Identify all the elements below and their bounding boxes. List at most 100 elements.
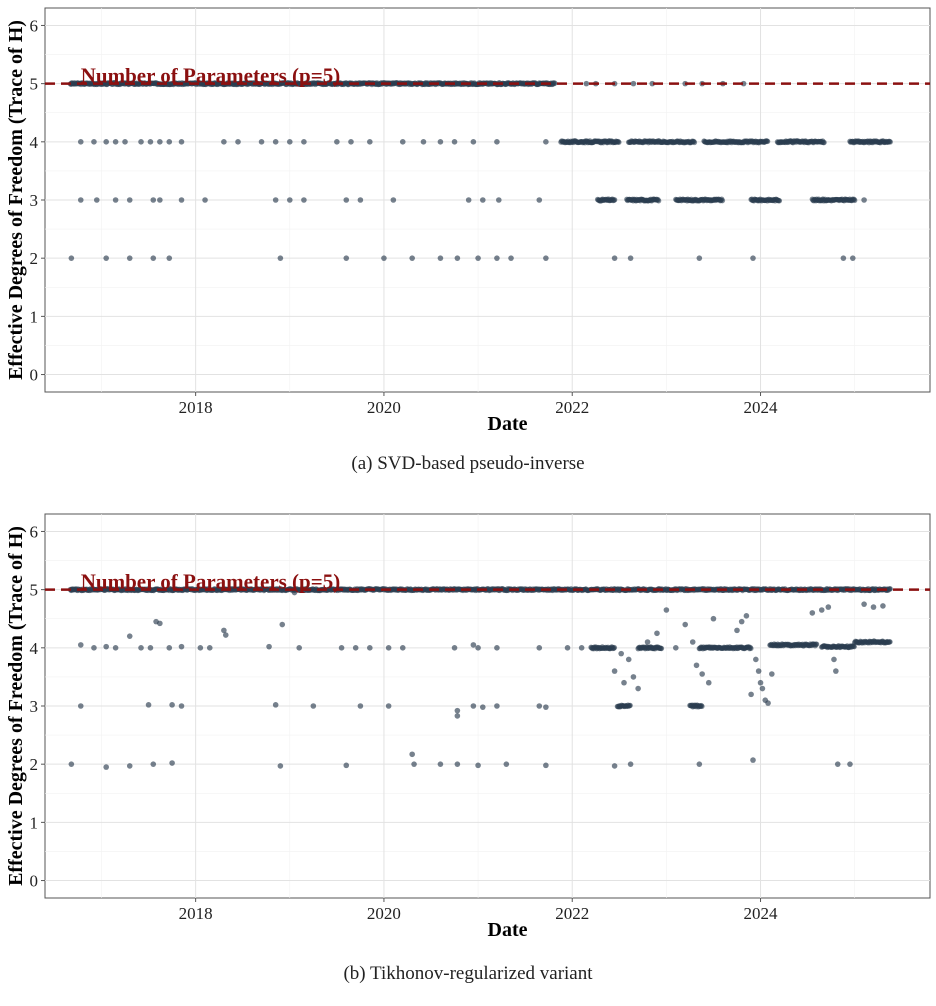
chart0-point [494, 255, 500, 261]
chart1-point [611, 763, 618, 769]
chart0-point [840, 255, 847, 261]
chart0-x-tick-label: 2018 [179, 398, 213, 417]
chart1-point [618, 650, 624, 657]
chart1-point [150, 761, 157, 767]
chart1-point [221, 627, 227, 634]
chart1-point [166, 645, 173, 651]
chart0-point [627, 255, 634, 261]
chart0-point [776, 198, 783, 204]
chart1-point [272, 702, 279, 708]
chart1-point [291, 589, 298, 596]
chart0-point [740, 80, 747, 87]
chart1-point [470, 703, 477, 709]
scatter-chart-b: 0 1 2 3 4 5 6 2018 2020 2022 2024 Number of Paramet… [5, 513, 931, 941]
chart0-point [861, 197, 867, 203]
chart1-point [475, 645, 481, 651]
chart1-point [658, 645, 665, 652]
chart0-point [147, 139, 154, 145]
chart1-point [206, 645, 213, 651]
chart0-y-tick-label: 0 [30, 366, 39, 385]
chart0-point [454, 255, 461, 261]
chart0-point [103, 139, 109, 145]
chart1-y-axis-title: Effective Degrees of Freedom (Trace of H… [5, 526, 27, 886]
chart0-point [202, 197, 208, 203]
chart0-point [91, 139, 97, 145]
chart0-point [272, 139, 279, 145]
chart1-point [753, 656, 759, 663]
chart0-point [437, 139, 444, 145]
chart1-reference-label: Number of Parameters (p=5) [81, 570, 340, 594]
chart1-point [169, 760, 175, 766]
chart1-point [699, 703, 705, 709]
chart1-point [147, 645, 154, 651]
chart1-point [880, 603, 886, 609]
chart0-point [221, 139, 227, 145]
chart0-point [301, 139, 307, 145]
chart0-point [655, 198, 662, 204]
chart0-point [465, 197, 472, 203]
chart1-point [611, 668, 618, 674]
chart1-point [765, 700, 771, 706]
chart0-point [390, 197, 397, 203]
chart1-x-axis-title: Date [488, 919, 528, 941]
chart1-point [738, 618, 745, 625]
chart0-point [112, 197, 119, 203]
chart0-point [77, 139, 84, 145]
chart1-point [68, 761, 75, 767]
chart1-point [818, 607, 825, 613]
chart1-point [494, 703, 500, 709]
chart1-point [338, 645, 345, 651]
chart0-point [122, 139, 128, 145]
chart0-point [334, 139, 340, 145]
chart1-point [696, 761, 703, 767]
chart0-point [475, 255, 481, 261]
caption-a: (a) SVD-based pseudo-inverse [351, 453, 585, 474]
chart1-point [536, 645, 543, 651]
chart1-point [734, 627, 740, 634]
chart1-point [682, 621, 689, 628]
chart1-point [454, 713, 461, 719]
chart1-point [887, 586, 893, 592]
chart1-point [578, 645, 585, 651]
chart0-point [851, 197, 858, 203]
chart0-point [166, 255, 173, 261]
chart1-point [310, 703, 317, 709]
chart1-point [831, 656, 837, 663]
chart0-x-axis-title: Date [488, 413, 528, 435]
chart0-point [68, 255, 75, 261]
chart0-point [357, 197, 364, 203]
chart1-point [145, 702, 152, 708]
chart1-point [757, 679, 764, 686]
chart1-point [654, 630, 660, 637]
chart0-point [543, 139, 549, 145]
chart1-point [454, 707, 461, 714]
chart1-y-tick-label: 6 [30, 522, 39, 541]
chart1-point [710, 615, 717, 622]
chart1-point [870, 604, 877, 610]
chart1-point [367, 645, 373, 651]
chart1-point [343, 762, 350, 769]
chart0-point [68, 80, 75, 87]
chart1-point [536, 703, 543, 709]
chart0-point [178, 197, 185, 203]
chart1-point [627, 761, 634, 767]
chart0-point [348, 139, 354, 145]
chart0-point [821, 139, 827, 146]
chart0-point [764, 138, 771, 145]
chart1-point [503, 761, 510, 767]
chart0-point [286, 197, 293, 203]
chart0-y-tick-label: 4 [30, 133, 39, 152]
chart0-y-tick-label: 2 [30, 249, 39, 268]
chart1-point [357, 703, 364, 709]
chart1-point [68, 586, 75, 593]
chart0-point [719, 197, 726, 204]
chart0-point [552, 80, 558, 86]
chart0-y-tick-label: 3 [30, 191, 39, 210]
caption-b: (b) Tikhonov-regularized variant [343, 963, 593, 984]
chart1-point [630, 674, 637, 680]
chart0-point [301, 197, 307, 203]
chart0-point [887, 139, 893, 145]
chart0-point [272, 197, 279, 203]
chart0-point [103, 255, 109, 261]
chart0-point [409, 255, 415, 261]
